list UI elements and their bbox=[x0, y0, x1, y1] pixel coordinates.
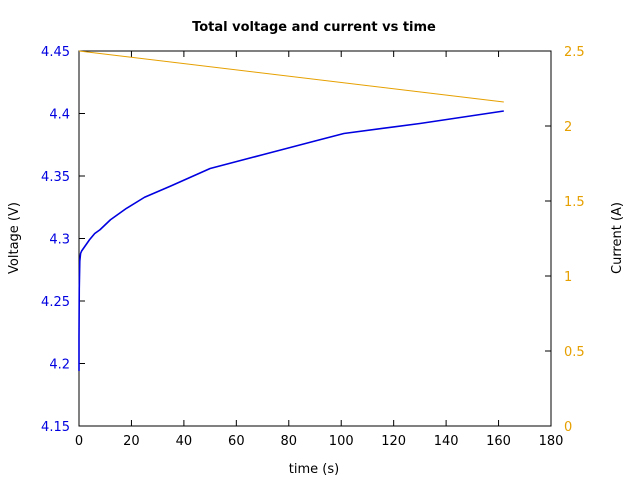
y-tick-label: 4.4 bbox=[49, 108, 70, 123]
x-tick-label: 180 bbox=[539, 434, 564, 449]
x-axis-label: time (s) bbox=[289, 462, 339, 477]
y2-tick-label: 0 bbox=[564, 420, 572, 435]
voltage-series-line bbox=[78, 110, 504, 371]
x-tick-label: 100 bbox=[329, 434, 354, 449]
x-tick-label: 20 bbox=[123, 434, 140, 449]
y2-tick-label: 1 bbox=[564, 270, 572, 285]
x-tick-label: 40 bbox=[176, 434, 193, 449]
y-tick-label: 4.25 bbox=[41, 295, 70, 310]
y2-tick-label: 0.5 bbox=[564, 345, 585, 360]
chart-title: Total voltage and current vs time bbox=[192, 20, 436, 35]
y-tick-label: 4.15 bbox=[41, 420, 70, 435]
y-axis-right: 0 0.5 1 1.5 2 2.5 bbox=[545, 45, 585, 435]
y-tick-label: 4.45 bbox=[41, 45, 70, 60]
y2-tick-label: 1.5 bbox=[564, 195, 585, 210]
x-tick-label: 80 bbox=[281, 434, 298, 449]
y2-axis-label: Current (A) bbox=[610, 202, 625, 274]
y-tick-label: 4.3 bbox=[49, 233, 70, 248]
x-axis: 0 20 40 60 80 100 120 140 160 180 bbox=[75, 51, 564, 449]
x-tick-label: 0 bbox=[75, 434, 83, 449]
x-tick-label: 160 bbox=[486, 434, 511, 449]
y-axis-left: 4.15 4.2 4.25 4.3 4.35 4.4 4.45 bbox=[41, 45, 85, 435]
x-tick-label: 120 bbox=[381, 434, 406, 449]
y-tick-label: 4.35 bbox=[41, 170, 70, 185]
x-tick-label: 60 bbox=[228, 434, 245, 449]
y2-tick-label: 2 bbox=[564, 120, 572, 135]
x-tick-label: 140 bbox=[434, 434, 459, 449]
y-tick-label: 4.2 bbox=[49, 358, 70, 373]
plot-frame bbox=[78, 50, 552, 427]
current-series-line bbox=[78, 50, 504, 103]
y2-tick-label: 2.5 bbox=[564, 45, 585, 60]
series-layer bbox=[78, 50, 504, 371]
y-axis-label: Voltage (V) bbox=[7, 202, 22, 274]
